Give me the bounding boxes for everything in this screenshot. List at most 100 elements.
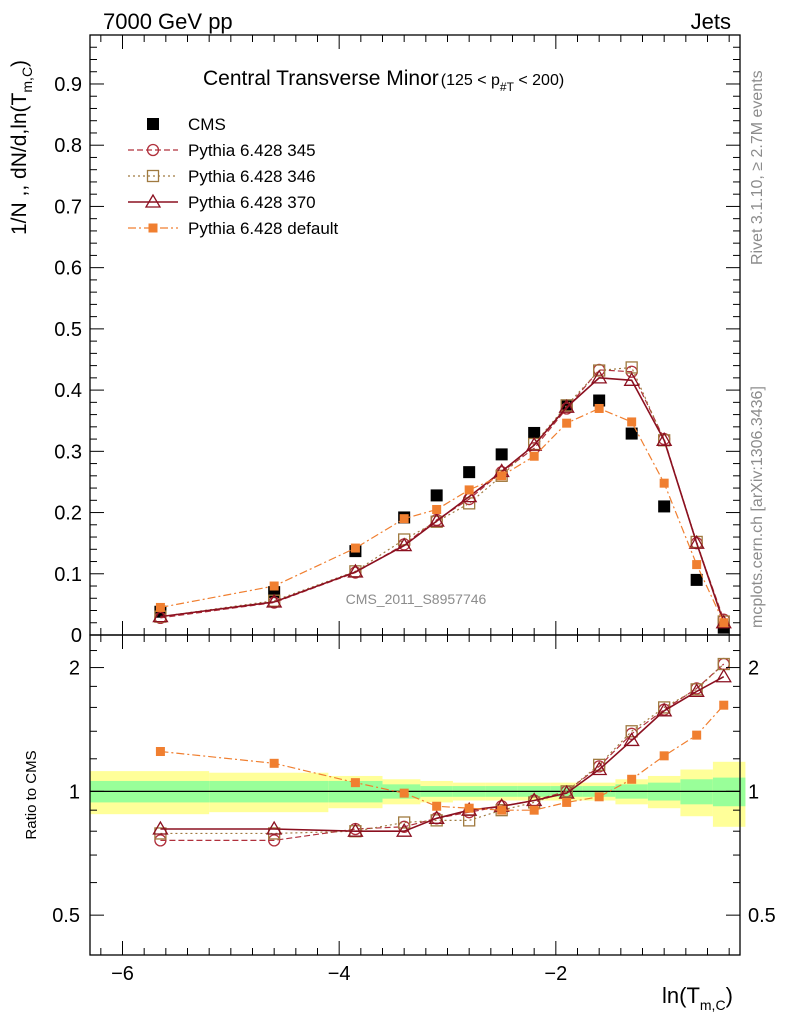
ratio-series-3-point bbox=[155, 747, 165, 757]
y-tick-label: 0.8 bbox=[54, 135, 82, 157]
ratio-series-2-point bbox=[152, 820, 169, 835]
upper-series-4-point bbox=[719, 618, 729, 628]
upper-series-3-point bbox=[152, 608, 169, 623]
rivet-label: Rivet 3.1.10, ≥ 2.7M events bbox=[749, 70, 766, 265]
x-axis-label-end: ) bbox=[726, 983, 733, 1008]
ratio-series-2-point bbox=[715, 668, 732, 683]
upper-series-4-point bbox=[594, 403, 604, 413]
y-tick-label: 0.6 bbox=[54, 258, 82, 280]
y-tick-label: 0.5 bbox=[54, 319, 82, 341]
ratio-axis-label: Ratio to CMS bbox=[23, 750, 40, 839]
upper-series-4-point bbox=[399, 514, 409, 524]
upper-series-3-point bbox=[266, 593, 283, 608]
legend-marker bbox=[146, 143, 160, 157]
upper-series-3-point bbox=[591, 369, 608, 384]
ratio-plot: −6 −4 −2 0.5 0.5 1 1 2 2 bbox=[52, 634, 776, 985]
upper-series-4-point bbox=[497, 471, 507, 481]
legend-entry: Pythia 6.428 345 bbox=[188, 141, 316, 160]
x-axis-label-sub: m,C bbox=[700, 997, 726, 1013]
ratio-y-tick-label-right: 2 bbox=[748, 658, 759, 680]
upper-series-4-point bbox=[350, 543, 360, 553]
mcplots-label: mcplots.cern.ch [arXiv:1306.3436] bbox=[749, 386, 766, 628]
ratio-series-2-point bbox=[347, 822, 364, 837]
upper-series-3-point bbox=[526, 436, 543, 451]
ratio-series-0-point bbox=[268, 834, 281, 847]
ratio-series-0-line bbox=[160, 663, 725, 841]
header-left: 7000 GeV pp bbox=[103, 9, 233, 34]
upper-series-3-point bbox=[656, 432, 673, 446]
header-right: Jets bbox=[691, 9, 731, 34]
ratio-series-3-point bbox=[464, 803, 474, 813]
ratio-series-3-point bbox=[659, 751, 669, 761]
ratio-series-3-point bbox=[432, 801, 442, 811]
upper-series-4-point bbox=[692, 560, 702, 570]
upper-series-0-point bbox=[495, 448, 508, 461]
ratio-series-3-line bbox=[160, 704, 725, 811]
upper-series-4-point bbox=[155, 602, 165, 612]
y-tick-label: 0.2 bbox=[54, 503, 82, 525]
y-tick-label: 0.7 bbox=[54, 196, 82, 218]
upper-series-3-point bbox=[558, 398, 575, 413]
legend-marker bbox=[148, 223, 158, 233]
y-tick-label: 0.4 bbox=[54, 380, 82, 402]
ratio-series-3-point bbox=[562, 797, 572, 807]
legend-entry: Pythia 6.428 346 bbox=[188, 167, 316, 186]
legend-entry: Pythia 6.428 default bbox=[188, 219, 339, 238]
upper-series-2-point bbox=[593, 364, 606, 377]
ratio-y-tick-label-right: 1 bbox=[748, 781, 759, 803]
plot-title: Central Transverse Minor (125 < p#T < 200… bbox=[203, 67, 564, 94]
upper-series-0-point bbox=[528, 426, 541, 439]
ratio-series-3-point bbox=[529, 805, 539, 815]
upper-series-3-point bbox=[688, 534, 705, 549]
plot-title-main: Central Transverse Minor bbox=[203, 67, 439, 90]
ratio-series-2-point bbox=[396, 822, 413, 837]
x-tick-label: −6 bbox=[111, 963, 134, 985]
y-axis-label: 1/N ,, dN/d,ln(Tm,C) bbox=[8, 60, 35, 235]
upper-series-4-point bbox=[627, 417, 637, 427]
ratio-series-3-point bbox=[269, 758, 279, 768]
legend-marker bbox=[144, 193, 162, 208]
upper-series-3-line bbox=[160, 377, 725, 624]
ratio-series-0-point bbox=[154, 834, 167, 847]
upper-plot: 0 0.1 0.2 0.3 0.4 0.5 0.6 0.7 0.8 0.9 bbox=[54, 34, 741, 955]
ratio-series-3-point bbox=[692, 730, 702, 740]
upper-series-2-point bbox=[430, 515, 443, 528]
upper-series-3-point bbox=[623, 372, 640, 386]
x-tick-label: −2 bbox=[544, 963, 567, 985]
legend: CMS Pythia 6.428 345 Pythia 6.428 346 Pythi… bbox=[128, 115, 339, 238]
upper-series-0-point bbox=[690, 573, 703, 586]
upper-series-4-line bbox=[160, 407, 725, 624]
upper-series-3-point bbox=[461, 488, 478, 503]
y-tick-label: 0 bbox=[71, 625, 82, 647]
plot-title-sub: #T bbox=[500, 80, 515, 94]
y-tick-label: 0.3 bbox=[54, 441, 82, 463]
upper-series-4-point bbox=[464, 485, 474, 495]
ratio-series-3-point bbox=[497, 805, 507, 815]
legend-entry: CMS bbox=[188, 115, 226, 134]
upper-series-0-point bbox=[463, 466, 476, 479]
ratio-series-3-point bbox=[399, 788, 409, 798]
upper-series-0-point bbox=[593, 394, 606, 407]
ratio-series-3-point bbox=[719, 700, 729, 710]
upper-series-3-point bbox=[396, 537, 413, 552]
x-tick-label: −4 bbox=[328, 963, 351, 985]
upper-series-3-point bbox=[347, 563, 364, 578]
plot-title-range-end: < 200) bbox=[514, 72, 564, 89]
upper-series-0-point bbox=[658, 500, 671, 513]
ratio-frame bbox=[89, 634, 741, 956]
y-tick-label: 0.1 bbox=[54, 564, 82, 586]
ratio-y-tick-label: 0.5 bbox=[52, 905, 80, 927]
ratio-series-1-line bbox=[160, 663, 725, 835]
ratio-y-tick-label-right: 0.5 bbox=[748, 905, 776, 927]
ratio-series-1-point bbox=[625, 725, 638, 738]
upper-series-4-point bbox=[659, 478, 669, 488]
legend-marker bbox=[147, 118, 159, 130]
ratio-series-1-point bbox=[398, 816, 411, 829]
upper-series-4-point bbox=[562, 418, 572, 428]
upper-series-4-point bbox=[269, 581, 279, 591]
x-axis-label-main: ln(T bbox=[662, 983, 700, 1008]
ratio-series-3-point bbox=[594, 792, 604, 802]
ratio-series-2-point bbox=[266, 820, 283, 835]
ratio-series-2-point bbox=[623, 732, 640, 747]
